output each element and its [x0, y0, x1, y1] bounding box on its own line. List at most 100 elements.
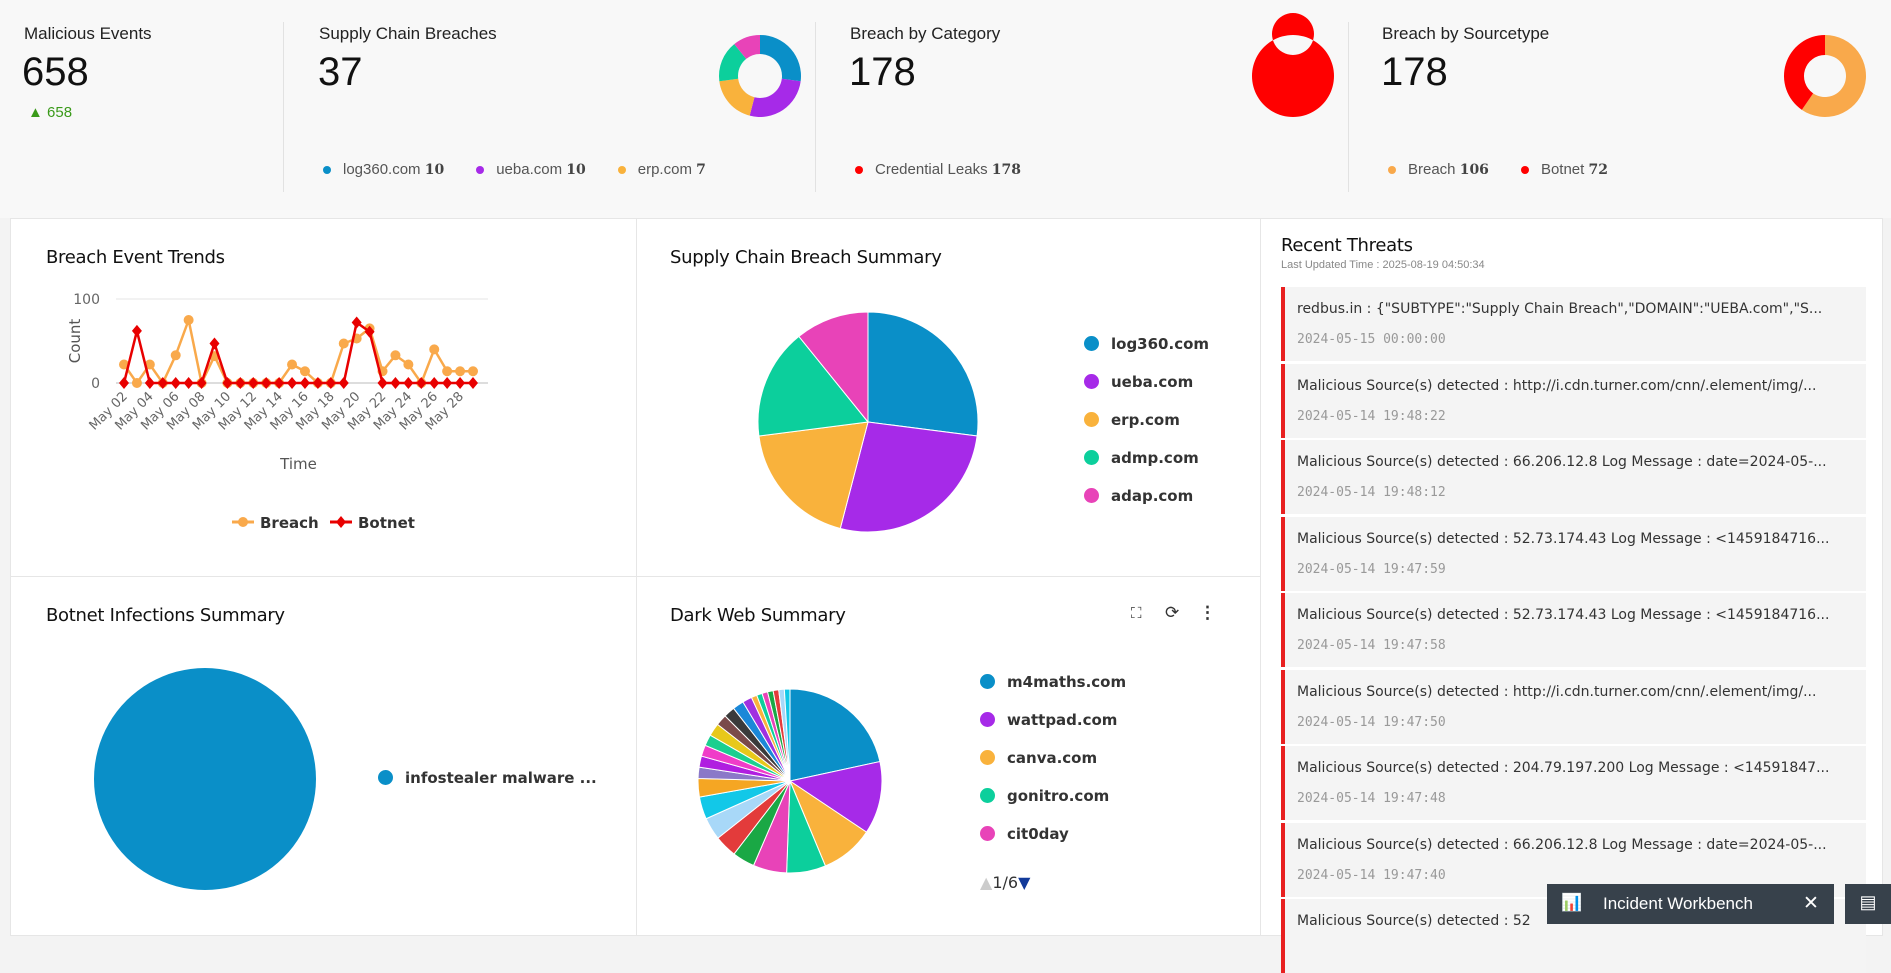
botnet-point[interactable] — [312, 377, 323, 389]
kpi-sourcetype[interactable]: Breach by Sourcetype 178 Breach 106 Botne… — [1348, 0, 1891, 218]
breach-point[interactable] — [299, 366, 310, 377]
botnet-point[interactable] — [248, 377, 259, 389]
legend-item[interactable]: Botnet 72 — [1520, 161, 1608, 178]
breach-point[interactable] — [170, 350, 181, 361]
kpi-malicious-events[interactable]: Malicious Events 658 ▲ 658 — [0, 0, 283, 218]
breach-point[interactable] — [390, 350, 401, 361]
botnet-point[interactable] — [325, 377, 336, 389]
darkweb-pie-slice[interactable] — [788, 760, 883, 833]
legend-item[interactable]: log360.com 10 — [323, 161, 444, 178]
botnet-point[interactable] — [261, 377, 272, 389]
legend-item[interactable]: ueba.com — [1084, 373, 1209, 391]
threat-item[interactable]: redbus.in : {"SUBTYPE":"Supply Chain Bre… — [1281, 287, 1866, 361]
legend-item[interactable]: Credential Leaks 178 — [855, 161, 1021, 178]
refresh-icon[interactable]: ⟳ — [1165, 603, 1180, 622]
botnet-pie-slice[interactable] — [93, 668, 316, 890]
legend-item[interactable]: infostealer malware ... — [378, 769, 597, 787]
darkweb-pie-slice[interactable] — [789, 688, 881, 782]
threat-item[interactable]: Malicious Source(s) detected : http://i.… — [1281, 669, 1866, 744]
legend-item[interactable]: Breach 106 — [1388, 161, 1489, 178]
sourcetype-donut-slice[interactable] — [1801, 35, 1866, 117]
legend-item[interactable]: erp.com — [1084, 411, 1209, 429]
threat-item[interactable]: Malicious Source(s) detected : http://i.… — [1281, 363, 1866, 438]
breach-point[interactable] — [183, 315, 194, 325]
botnet-point[interactable] — [144, 377, 155, 389]
chat-icon[interactable]: ▤ — [1845, 884, 1891, 924]
legend-item[interactable]: cit0day — [980, 825, 1126, 843]
supply-donut-slice[interactable] — [760, 35, 801, 82]
legend-item[interactable]: m4maths.com — [980, 673, 1126, 691]
botnet-point[interactable] — [468, 377, 478, 389]
breach-point[interactable] — [468, 366, 478, 377]
supply-pie-slice[interactable] — [758, 421, 869, 530]
threat-item[interactable]: Malicious Source(s) detected : 204.79.19… — [1281, 746, 1866, 820]
legend-item[interactable]: ueba.com 10 — [476, 161, 586, 178]
threat-item[interactable]: Malicious Source(s) detected : 52.73.174… — [1281, 516, 1866, 591]
botnet-point[interactable] — [338, 377, 349, 389]
botnet-point[interactable] — [442, 377, 453, 389]
pager-down-icon[interactable]: ▼ — [1018, 873, 1031, 892]
more-options-icon[interactable]: ⋮ — [1199, 603, 1216, 622]
breach-point[interactable] — [455, 366, 466, 377]
botnet-point[interactable] — [196, 377, 207, 389]
kpi-delta: ▲ 658 — [28, 104, 72, 121]
breach-point[interactable] — [338, 338, 349, 349]
workbench-icon: 📊 — [1561, 893, 1583, 912]
breach-point[interactable] — [442, 366, 453, 377]
darkweb-pie-slice[interactable] — [783, 688, 791, 782]
botnet-point[interactable] — [429, 377, 440, 389]
botnet-point[interactable] — [183, 377, 194, 389]
botnet-point[interactable] — [416, 377, 427, 389]
pager-up-icon[interactable]: ▲ — [980, 873, 993, 892]
breach-point[interactable] — [119, 359, 129, 370]
supply-pie-slice[interactable] — [757, 335, 869, 437]
supply-pie-slice[interactable] — [798, 311, 869, 424]
legend-label[interactable]: Breach — [260, 514, 319, 532]
legend-dot-icon — [980, 750, 995, 765]
kpi-supply-chain[interactable]: Supply Chain Breaches 37 log360.com 10 ue… — [283, 0, 815, 218]
botnet-point[interactable] — [119, 377, 129, 389]
supply-donut-slice[interactable] — [719, 78, 755, 116]
botnet-point[interactable] — [377, 377, 388, 389]
botnet-point[interactable] — [299, 377, 310, 389]
botnet-point[interactable] — [351, 316, 362, 329]
close-icon[interactable]: ✕ — [1803, 893, 1819, 914]
supply-pie-slice[interactable] — [867, 311, 979, 437]
breach-point[interactable] — [287, 359, 298, 370]
legend-item[interactable]: adap.com — [1084, 487, 1209, 505]
botnet-point[interactable] — [170, 377, 181, 389]
breach-point[interactable] — [429, 344, 440, 355]
botnet-point[interactable] — [157, 377, 168, 389]
supply-donut-slice[interactable] — [734, 35, 760, 59]
supply-donut-slice[interactable] — [719, 44, 747, 82]
botnet-point[interactable] — [403, 377, 414, 389]
botnet-point[interactable] — [390, 377, 401, 389]
expand-icon[interactable]: ⛶ — [1131, 605, 1142, 622]
breach-point[interactable] — [131, 378, 142, 388]
botnet-point[interactable] — [235, 377, 246, 389]
legend-item[interactable]: admp.com — [1084, 449, 1209, 467]
legend-label[interactable]: Botnet — [358, 514, 415, 532]
legend-item[interactable]: wattpad.com — [980, 711, 1126, 729]
botnet-point[interactable] — [287, 377, 298, 389]
supply-donut-slice[interactable] — [749, 78, 801, 117]
botnet-point[interactable] — [364, 325, 375, 338]
sourcetype-donut-slice[interactable] — [1783, 35, 1825, 110]
botnet-point[interactable] — [131, 324, 142, 337]
threat-item[interactable]: Malicious Source(s) detected : 52.73.174… — [1281, 593, 1866, 667]
breach-point[interactable] — [144, 359, 155, 370]
category-donut-slice[interactable] — [1251, 13, 1334, 117]
legend-item[interactable]: log360.com — [1084, 335, 1209, 353]
legend-item[interactable]: erp.com 7 — [617, 161, 706, 178]
botnet-point[interactable] — [455, 377, 466, 389]
botnet-point[interactable] — [222, 377, 233, 389]
threat-item[interactable]: Malicious Source(s) detected : 66.206.12… — [1281, 440, 1866, 514]
legend-item[interactable]: gonitro.com — [980, 787, 1126, 805]
breach-point[interactable] — [403, 359, 414, 370]
botnet-point[interactable] — [274, 377, 285, 389]
legend-item[interactable]: canva.com — [980, 749, 1126, 767]
incident-workbench-bar[interactable]: 📊 Incident Workbench ✕ — [1547, 884, 1834, 924]
botnet-point[interactable] — [209, 337, 220, 350]
kpi-category[interactable]: Breach by Category 178 Credential Leaks … — [815, 0, 1348, 218]
supply-pie-slice[interactable] — [839, 421, 978, 533]
